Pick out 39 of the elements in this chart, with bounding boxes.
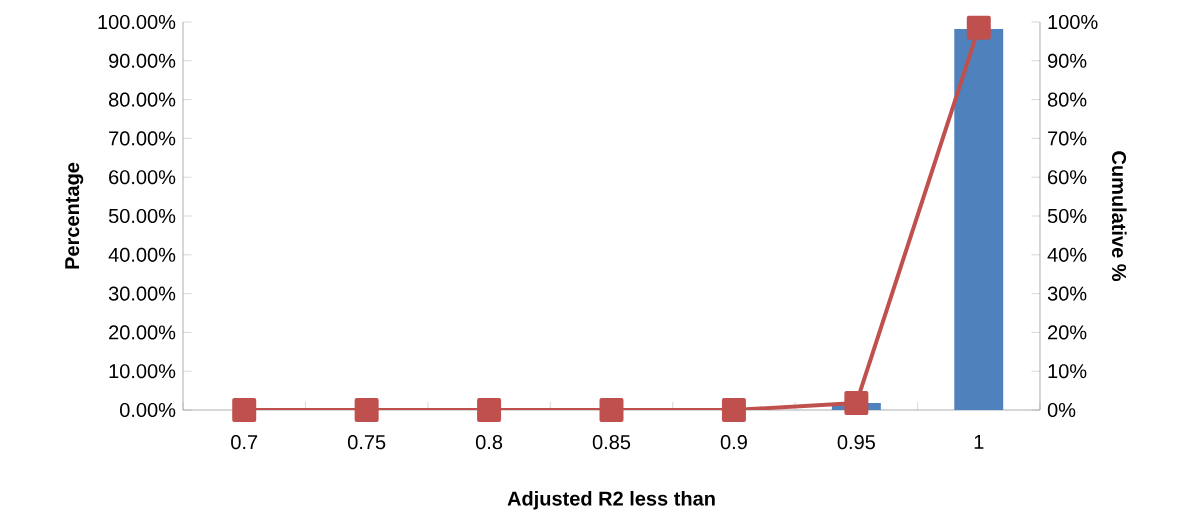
point (721, 398, 746, 422)
x-tick-label: 0.75 (347, 435, 386, 450)
y-tick-label: 80.00% (108, 92, 176, 107)
x-tick-label: 1 (974, 435, 984, 449)
y2-tick-label: 40% (1047, 247, 1087, 262)
y-tick-label: 0.00% (120, 402, 176, 418)
point (966, 15, 991, 40)
y-tick-label: 30.00% (108, 286, 176, 301)
y2-tick-label: 10% (1048, 364, 1087, 379)
y2-tick-label: 90% (1048, 53, 1087, 68)
y-tick-label: 10.00% (109, 364, 176, 379)
point (232, 398, 257, 422)
y2-axis-title: Cumulative % (1111, 151, 1127, 282)
y2-tick-label: 70% (1048, 131, 1087, 146)
x-tick-label: 0.7 (231, 435, 258, 450)
y2-tick-label: 30% (1047, 286, 1087, 301)
y-tick-label: 60.00% (109, 170, 176, 185)
y-tick-label: 40.00% (108, 247, 176, 262)
x-axis-title: Adjusted R2 less than (507, 490, 715, 510)
y-tick-label: 70.00% (109, 131, 176, 146)
y2-tick-label: 80% (1047, 92, 1087, 107)
x-tick-label: 0.85 (592, 435, 631, 450)
y2-tick-label: 100% (1048, 14, 1098, 30)
y2-tick-label: 20% (1048, 325, 1087, 340)
point (599, 398, 624, 422)
y-tick-label: 50.00% (108, 208, 176, 224)
y2-tick-label: 0% (1047, 402, 1076, 418)
y2-tick-label: 60% (1048, 170, 1087, 185)
y-axis-title: Percentage (65, 162, 84, 269)
point (354, 398, 379, 422)
point (844, 391, 869, 416)
x-tick-label: 0.8 (475, 435, 503, 450)
x-tick-label: 0.95 (837, 435, 875, 450)
y-tick-label: 20.00% (109, 325, 176, 340)
y-tick-label: 100.00% (98, 14, 176, 30)
y2-tick-label: 50% (1047, 208, 1087, 224)
y-tick-label: 90.00% (109, 53, 176, 68)
point (477, 398, 502, 422)
x-tick-label: 0.9 (720, 435, 747, 450)
